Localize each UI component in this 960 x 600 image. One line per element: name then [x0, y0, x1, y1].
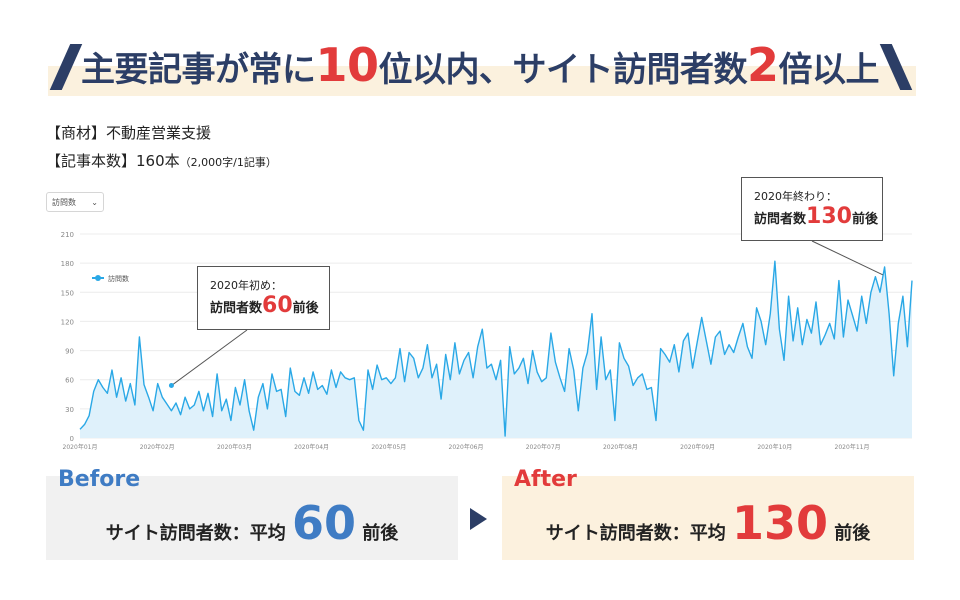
y-tick-label: 30 [65, 406, 74, 414]
callout-end-pointer [811, 240, 883, 276]
x-tick-label: 2020年09月 [680, 443, 715, 451]
after-suffix: 前後 [834, 523, 871, 544]
metric-dropdown[interactable]: 訪問数 ⌄ [46, 192, 104, 212]
before-label: サイト訪問者数：平均 [105, 523, 286, 544]
callout-end-prefix: 訪問者数 [754, 212, 807, 227]
y-tick-label: 60 [65, 377, 74, 385]
before-panel: Before サイト訪問者数：平均 60 前後 [46, 467, 458, 560]
x-tick-label: 2020年03月 [217, 443, 252, 451]
before-suffix: 前後 [362, 523, 399, 544]
headline-part1: 主要記事が常に [80, 50, 316, 90]
legend-label: 訪問数 [108, 274, 129, 283]
headline-part2: 位以内、サイト訪問者数 [378, 50, 748, 90]
headline: 主要記事が常に10位以内、サイト訪問者数2倍以上 [0, 38, 960, 92]
y-tick-label: 0 [70, 435, 74, 443]
after-tag: After [514, 467, 577, 492]
y-tick-label: 120 [61, 318, 74, 326]
after-label: サイト訪問者数：平均 [545, 523, 726, 544]
chevron-down-icon: ⌄ [91, 198, 98, 207]
before-value: 60 [291, 496, 356, 550]
callout-end-suffix: 前後 [851, 212, 878, 227]
headline-num1: 10 [315, 38, 379, 92]
callout-start-prefix: 訪問者数 [210, 301, 263, 316]
callout-start: 2020年初め： 訪問者数60前後 [197, 266, 330, 330]
metric-dropdown-value: 訪問数 [52, 198, 76, 207]
after-value: 130 [731, 496, 829, 550]
meta-article-count-main: 【記事本数】160本 [46, 152, 180, 170]
x-tick-label: 2020年01月 [63, 443, 98, 451]
after-panel: After サイト訪問者数：平均 130 前後 [502, 467, 914, 560]
y-tick-label: 150 [61, 289, 74, 297]
callout-start-pointer [171, 329, 248, 386]
headline-banner [48, 66, 916, 96]
x-tick-label: 2020年05月 [371, 443, 406, 451]
callout-start-marker [168, 383, 174, 389]
callout-end: 2020年終わり： 訪問者数130前後 [741, 177, 883, 241]
y-tick-label: 90 [65, 348, 74, 356]
x-tick-label: 2020年02月 [140, 443, 175, 451]
callout-start-suffix: 前後 [292, 301, 319, 316]
arrow-right-icon [470, 508, 487, 530]
x-tick-label: 2020年10月 [757, 443, 792, 451]
x-tick-label: 2020年06月 [449, 443, 484, 451]
x-tick-label: 2020年07月 [526, 443, 561, 451]
x-tick-label: 2020年08月 [603, 443, 638, 451]
before-tag: Before [58, 467, 141, 492]
callout-end-value: 130 [806, 204, 852, 229]
meta-article-count-note: （2,000字/1記事） [179, 156, 277, 169]
meta-product: 【商材】不動産営業支援 [46, 124, 212, 142]
callout-start-value: 60 [262, 293, 293, 318]
x-tick-label: 2020年11月 [835, 443, 870, 451]
y-tick-label: 210 [61, 231, 74, 239]
headline-part3: 倍以上 [778, 50, 880, 90]
series-line [79, 260, 913, 437]
y-tick-label: 180 [61, 260, 74, 268]
callout-start-line1: 2020年初め： [210, 279, 282, 292]
headline-num2: 2 [747, 38, 779, 92]
callout-end-line1: 2020年終わり： [754, 190, 837, 203]
meta-article-count: 【記事本数】160本（2,000字/1記事） [46, 150, 277, 171]
legend-marker [95, 275, 101, 281]
x-tick-label: 2020年04月 [294, 443, 329, 451]
